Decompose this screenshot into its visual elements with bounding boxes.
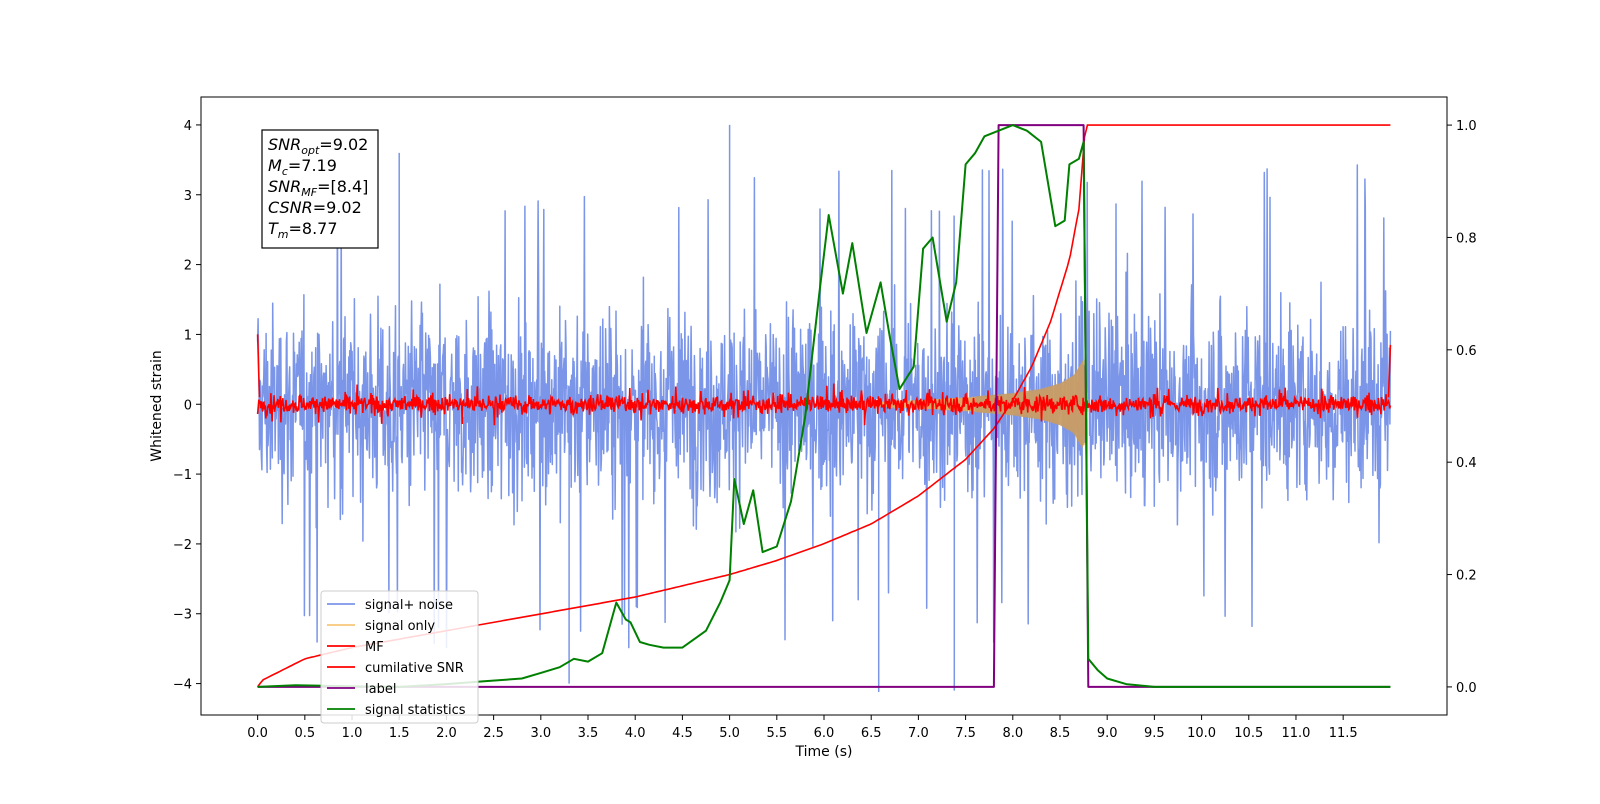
stats-value: =9.02: [319, 135, 368, 154]
y-left-tick-label: 1: [184, 328, 192, 343]
x-tick-label: 6.0: [814, 726, 835, 741]
x-tick-label: 8.5: [1050, 726, 1071, 741]
y-axis-left: 4 3 2 1 0 −1 −2 −3 −4: [173, 119, 201, 693]
y-right-tick-label: 0.0: [1456, 681, 1477, 696]
stats-line: SNRMF=[8.4]: [268, 177, 368, 199]
x-tick-label: 9.0: [1097, 726, 1118, 741]
stats-symbol: SNR: [268, 135, 301, 154]
x-tick-label: 0.0: [247, 726, 268, 741]
stats-subscript: MF: [301, 186, 317, 199]
x-axis-label: Time (s): [795, 744, 853, 760]
x-tick-label: 7.0: [908, 726, 929, 741]
y-axis-label: Whitened strain: [149, 350, 165, 461]
stats-value: =9.02: [313, 198, 362, 217]
series-signal-only-envelope: [975, 360, 1089, 448]
y-left-tick-label: 3: [184, 189, 192, 204]
y-left-tick-label: −3: [173, 608, 192, 623]
x-tick-label: 10.5: [1234, 726, 1263, 741]
x-tick-label: 4.5: [672, 726, 693, 741]
series-mf: [256, 334, 1392, 426]
x-tick-label: 8.0: [1002, 726, 1023, 741]
y-right-tick-label: 0.2: [1456, 569, 1477, 584]
x-tick-label: 5.0: [719, 726, 740, 741]
stats-line: Tm=8.77: [268, 219, 338, 241]
x-axis: 0.0 0.5 1.0 1.5 2.0 2.5 3.0 3.5 4.0 4.5 5.0 5.5 6.0 6…: [247, 715, 1358, 741]
y-left-tick-label: −4: [173, 678, 192, 693]
y-left-tick-label: 2: [184, 259, 192, 274]
stats-symbol: SNR: [268, 177, 301, 196]
x-tick-label: 3.5: [578, 726, 599, 741]
legend-label: signal statistics: [365, 703, 466, 718]
legend-label: MF: [365, 640, 384, 655]
x-tick-label: 1.0: [342, 726, 363, 741]
x-tick-label: 2.5: [483, 726, 504, 741]
stats-value: =7.19: [288, 156, 337, 175]
legend-label: cumilative SNR: [365, 661, 464, 676]
x-tick-label: 11.0: [1281, 726, 1310, 741]
series-label: [257, 124, 1391, 688]
x-tick-label: 7.5: [955, 726, 976, 741]
x-tick-label: 5.5: [766, 726, 787, 741]
x-tick-label: 4.0: [625, 726, 646, 741]
legend-label: label: [365, 682, 396, 697]
y-left-tick-label: −1: [173, 468, 192, 483]
y-left-tick-label: −2: [173, 538, 192, 553]
stats-value: =8.77: [289, 219, 338, 238]
x-tick-label: 1.5: [389, 726, 410, 741]
x-tick-label: 10.0: [1187, 726, 1216, 741]
y-right-tick-label: 0.8: [1456, 231, 1477, 246]
legend-label: signal+ noise: [365, 598, 453, 613]
y-left-tick-label: 4: [184, 119, 192, 134]
x-tick-label: 3.0: [530, 726, 551, 741]
x-tick-label: 11.5: [1329, 726, 1358, 741]
stats-box-frame: [261, 129, 379, 249]
x-tick-label: 0.5: [294, 726, 315, 741]
stats-value: =[8.4]: [317, 177, 368, 196]
stats-subscript: c: [282, 165, 288, 178]
stats-subscript: opt: [301, 144, 320, 157]
y-axis-right: 1.0 0.8 0.6 0.4 0.2 0.0: [1447, 119, 1477, 696]
y-left-tick-label: 0: [184, 398, 192, 413]
legend: signal+ noise signal only MF cumilative SNR…: [320, 590, 479, 724]
y-right-tick-label: 0.6: [1456, 344, 1477, 359]
x-tick-label: 2.0: [436, 726, 457, 741]
x-tick-label: 9.5: [1144, 726, 1165, 741]
stats-symbol: CSNR: [268, 198, 313, 217]
legend-label: signal only: [365, 619, 435, 634]
stats-subscript: m: [278, 228, 289, 241]
stats-annotation-box: SNRopt=9.02Mc=7.19SNRMF=[8.4]CSNR=9.02Tm…: [261, 129, 379, 249]
stats-symbol: M: [268, 156, 282, 175]
y-right-tick-label: 1.0: [1456, 119, 1477, 134]
stats-symbol: T: [268, 219, 279, 238]
series-signal-statistics: [257, 124, 1391, 688]
series-signal-noise: [256, 124, 1392, 692]
legend-frame: [320, 590, 479, 724]
plot-area: [256, 124, 1392, 692]
stats-line: SNRopt=9.02: [268, 135, 368, 157]
x-tick-label: 6.5: [861, 726, 882, 741]
y-right-tick-label: 0.4: [1456, 456, 1477, 471]
stats-line: CSNR=9.02: [268, 198, 362, 217]
stats-line: Mc=7.19: [268, 156, 337, 178]
